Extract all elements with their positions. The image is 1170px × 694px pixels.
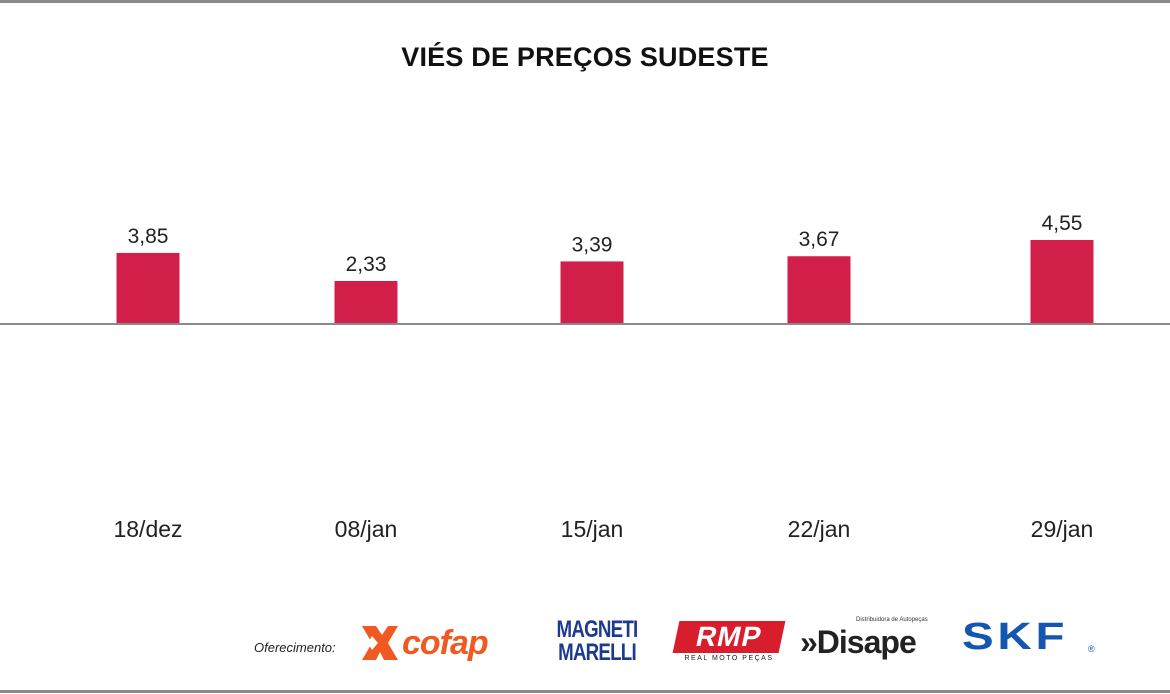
skf-registered-mark: ® bbox=[1088, 644, 1095, 654]
bar bbox=[116, 252, 180, 324]
skf-logo: SKF ® bbox=[962, 618, 1102, 658]
disape-logo: Distribuidora de Autopeças »Disape bbox=[800, 614, 940, 664]
bar bbox=[787, 256, 851, 324]
chart-title: VIÉS DE PREÇOS SUDESTE bbox=[401, 42, 769, 72]
magneti-marelli-logo: MAGNETI MARELLI bbox=[543, 618, 651, 666]
rmp-mark-text: RMP bbox=[693, 621, 766, 652]
x-tick-label: 22/jan bbox=[788, 516, 851, 542]
x-tick-label: 15/jan bbox=[561, 516, 624, 542]
disape-tagline: Distribuidora de Autopeças bbox=[856, 617, 928, 623]
bar bbox=[1030, 240, 1094, 324]
rmp-mark: RMP bbox=[672, 621, 786, 653]
sponsor-label: Oferecimento: bbox=[254, 640, 336, 655]
x-tick-label: 18/dez bbox=[113, 516, 182, 542]
bar bbox=[560, 261, 624, 324]
cofap-wordmark: cofap bbox=[402, 624, 489, 662]
bar-value-label: 3,39 bbox=[572, 233, 613, 256]
bottom-border bbox=[0, 690, 1170, 693]
rmp-tagline: REAL MOTO PEÇAS bbox=[684, 655, 774, 662]
bar-value-label: 2,33 bbox=[346, 253, 387, 276]
top-border bbox=[0, 0, 1170, 3]
bar-value-label: 3,85 bbox=[128, 225, 169, 248]
magneti-marelli-line1: MAGNETI bbox=[556, 616, 639, 643]
x-tick-label: 08/jan bbox=[335, 516, 398, 542]
cofap-logo: cofap bbox=[360, 624, 525, 662]
skf-wordmark: SKF bbox=[962, 616, 1069, 658]
bar-value-label: 3,67 bbox=[799, 228, 840, 251]
cofap-x-icon bbox=[362, 626, 398, 660]
bar bbox=[334, 280, 398, 324]
x-tick-label: 29/jan bbox=[1031, 516, 1094, 542]
rmp-logo: RMP REAL MOTO PEÇAS bbox=[672, 621, 786, 665]
magneti-marelli-line2: MARELLI bbox=[558, 639, 637, 666]
bar-value-label: 4,55 bbox=[1042, 212, 1083, 235]
disape-wordmark: »Disape bbox=[800, 624, 917, 660]
